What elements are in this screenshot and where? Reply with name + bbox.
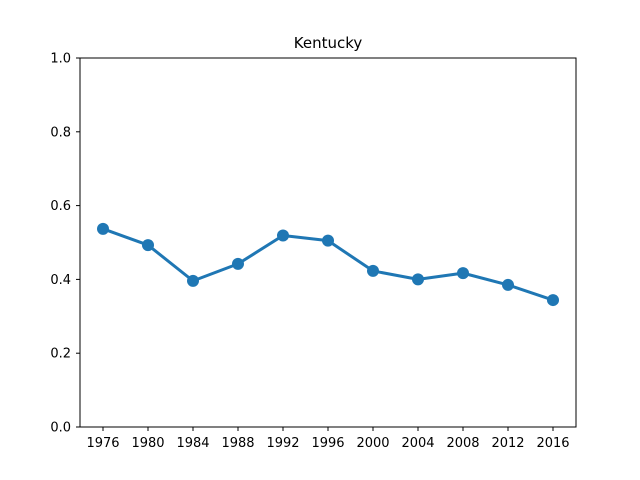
x-tick-label: 1980 (131, 436, 164, 451)
data-point (277, 229, 289, 242)
chart-title: Kentucky (294, 34, 363, 52)
y-tick-label: 0.6 (50, 199, 71, 214)
y-tick-label: 0.0 (50, 421, 71, 436)
y-tick-label: 0.4 (50, 273, 71, 288)
x-tick-label: 2008 (446, 436, 479, 451)
data-point (367, 264, 379, 277)
y-tick-label: 0.2 (50, 347, 71, 362)
data-point (412, 273, 424, 286)
x-tick-label: 1988 (221, 436, 254, 451)
data-point (232, 257, 244, 270)
x-tick-label: 1992 (266, 436, 299, 451)
y-tick-label: 0.8 (50, 125, 71, 140)
data-point (322, 234, 334, 247)
data-point (502, 278, 514, 291)
x-tick-label: 2012 (491, 436, 524, 451)
x-tick-label: 2000 (356, 436, 389, 451)
data-point (187, 274, 199, 287)
x-tick-label: 2016 (536, 436, 569, 451)
x-tick-label: 1976 (86, 436, 119, 451)
y-tick-label: 1.0 (50, 52, 71, 67)
x-tick-label: 1984 (176, 436, 209, 451)
plot-area: 0.0 0.2 0.4 0.6 0.8 1.0 1976 1980 1984 1988 1992 19… (50, 52, 577, 451)
data-point (457, 267, 469, 280)
x-tick-label: 1996 (311, 436, 344, 451)
data-point (547, 294, 559, 307)
data-point (97, 222, 109, 235)
data-point (142, 239, 154, 252)
x-tick-label: 2004 (401, 436, 434, 451)
